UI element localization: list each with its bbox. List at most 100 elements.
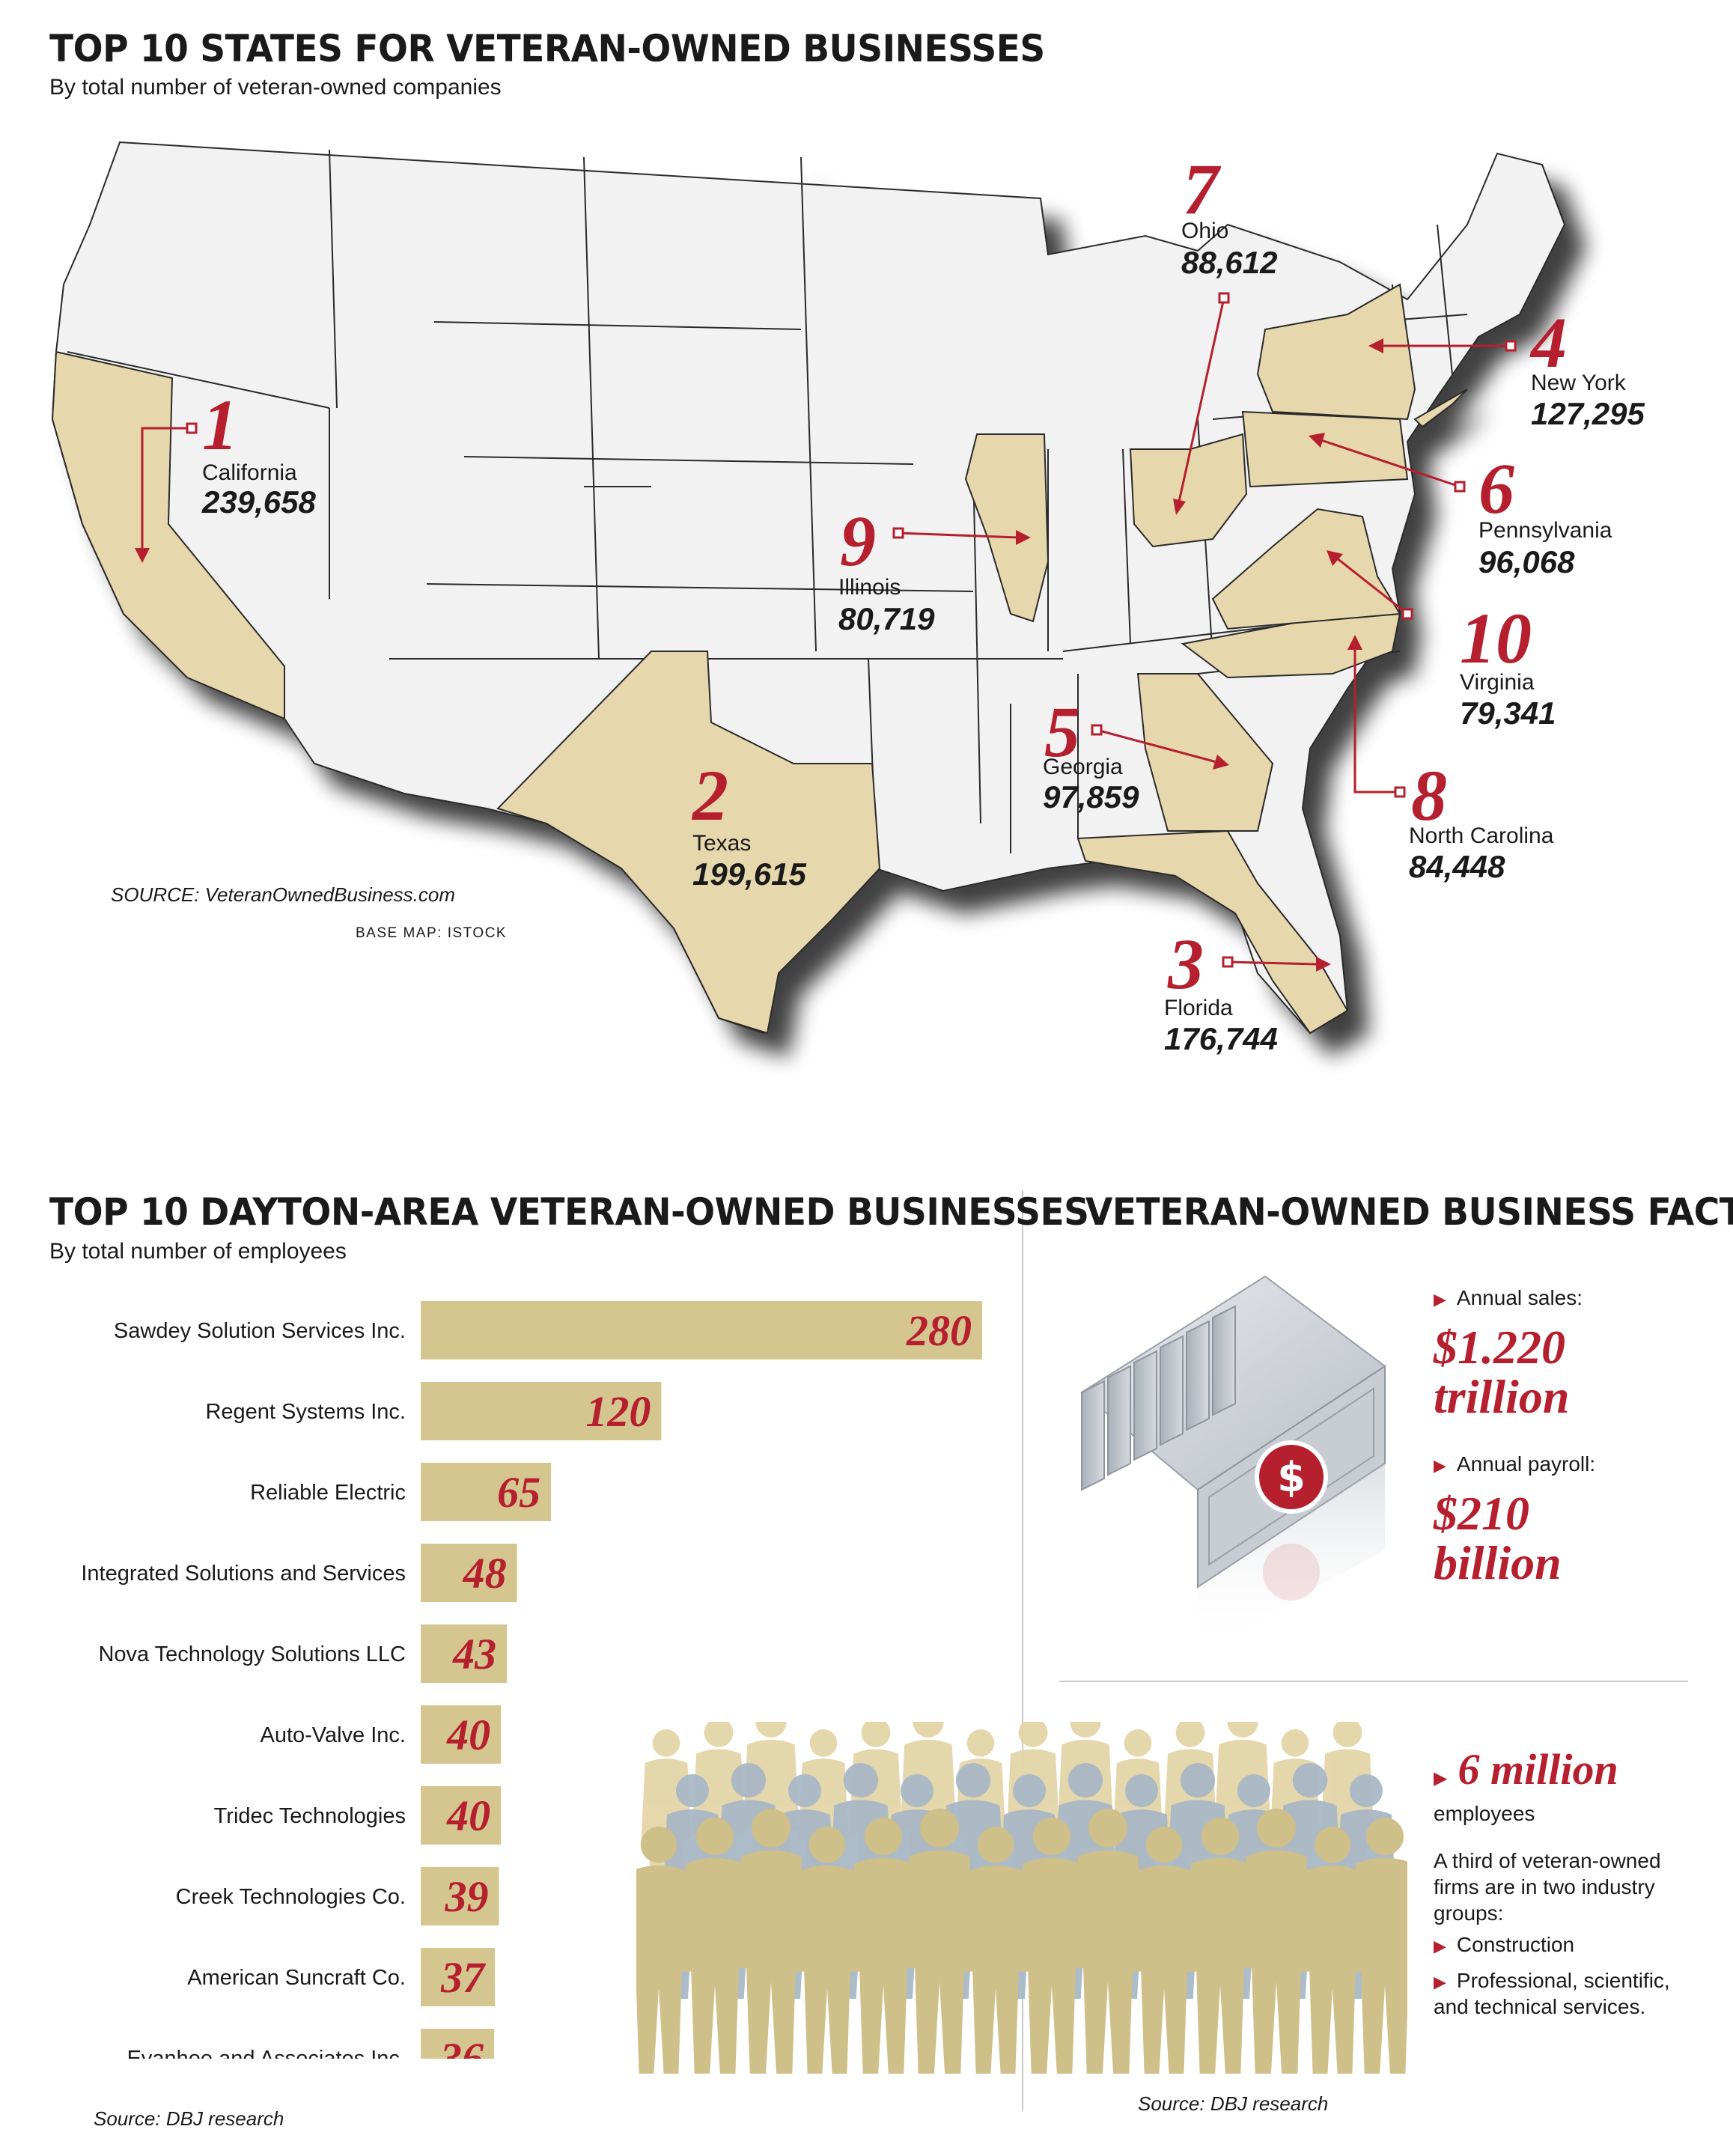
dayton-source: Source: DBJ research	[94, 2107, 284, 2130]
person-silhouette	[794, 1827, 860, 2074]
arrow-heads	[135, 338, 1383, 972]
state-name-ohio: Ohio	[1181, 219, 1229, 243]
facts-source: Source: DBJ research	[1138, 2092, 1329, 2115]
state-name-virginia: Virginia	[1460, 670, 1535, 695]
bullet-triangle-icon: ▶	[1434, 1290, 1446, 1309]
state-name-north-carolina: North Carolina	[1409, 823, 1554, 848]
bar-1	[421, 1382, 662, 1440]
industry-construction: ▶ Construction	[1434, 1933, 1575, 1956]
category-label-0: Sawdey Solution Services Inc.	[114, 1319, 406, 1343]
state-name-california: California	[202, 460, 297, 485]
state-value-new-york: 127,295	[1531, 396, 1645, 431]
annual-sales-value-line1: $1.220	[1434, 1321, 1565, 1374]
person-silhouette	[1186, 1818, 1255, 2074]
employees-value: ▶ 6 million	[1434, 1745, 1618, 1794]
rank-7: 7	[1183, 149, 1219, 229]
bar-8	[421, 1948, 496, 2006]
rank-5: 5	[1044, 692, 1080, 772]
state-name-illinois: Illinois	[838, 575, 901, 600]
state-value-georgia: 97,859	[1043, 779, 1139, 814]
category-label-9: Evanhoe and Associates Inc.	[127, 2047, 406, 2059]
category-label-3: Integrated Solutions and Services	[81, 1562, 406, 1586]
rank-4: 4	[1531, 302, 1567, 383]
data-label-1: 120	[585, 1387, 651, 1436]
category-label-7: Creek Technologies Co.	[176, 1885, 406, 1909]
annual-sales-label: ▶ Annual sales:	[1434, 1286, 1583, 1309]
facts-divider	[1059, 1681, 1688, 1682]
rank-6: 6	[1478, 448, 1514, 529]
dayton-bar-chart: Sawdey Solution Services Inc. 280 Regent S…	[81, 1301, 982, 2059]
data-label-4: 43	[452, 1630, 496, 1678]
rank-1: 1	[202, 385, 238, 465]
person-silhouette	[963, 1827, 1029, 2074]
svg-text:$: $	[1277, 1454, 1306, 1501]
money-stack-icon: $	[1080, 1275, 1386, 1654]
annual-payroll-value-line1: $210	[1434, 1487, 1529, 1540]
rank-3: 3	[1168, 924, 1204, 1004]
person-silhouette	[636, 1827, 692, 2074]
bar-7	[421, 1867, 499, 1925]
person-silhouette	[1350, 1818, 1407, 2074]
data-label-5: 40	[446, 1711, 490, 1759]
bar-0	[421, 1301, 982, 1359]
state-value-pennsylvania: 96,068	[1478, 544, 1575, 579]
facts-title: VETERAN-OWNED BUSINESS FACTS:	[1085, 1190, 1733, 1234]
person-silhouette	[735, 1809, 807, 2074]
person-silhouette	[1072, 1809, 1144, 2074]
industry-intro: A third of veteran-owned firms are in tw…	[1434, 1849, 1661, 1925]
state-value-ohio: 88,612	[1181, 245, 1278, 280]
map-subtitle: By total number of veteran-owned compani…	[49, 75, 502, 100]
state-name-pennsylvania: Pennsylvania	[1478, 518, 1612, 543]
state-value-illinois: 80,719	[838, 601, 935, 636]
bar-5	[421, 1705, 502, 1764]
person-silhouette	[1240, 1809, 1312, 2074]
annual-sales-value-line2: trillion	[1434, 1370, 1570, 1423]
person-silhouette	[680, 1818, 749, 2074]
state-georgia	[1136, 673, 1274, 832]
person-silhouette	[1017, 1818, 1086, 2074]
rank-2: 2	[692, 755, 728, 835]
category-label-6: Tridec Technologies	[214, 1804, 406, 1828]
connector-squares	[186, 292, 1517, 968]
state-texas	[496, 651, 881, 1035]
base-map-credit: BASE MAP: ISTOCK	[356, 925, 508, 941]
category-label-5: Auto-Valve Inc.	[260, 1723, 406, 1747]
data-label-2: 65	[497, 1468, 540, 1517]
dayton-title: TOP 10 DAYTON-AREA VETERAN-OWNED BUSINES…	[49, 1190, 1089, 1234]
data-label-3: 48	[463, 1549, 507, 1598]
state-value-california: 239,658	[202, 484, 316, 520]
bullet-triangle-icon: ▶	[1434, 1456, 1446, 1475]
bullet-triangle-icon: ▶	[1434, 1769, 1448, 1788]
category-label-1: Regent Systems Inc.	[205, 1400, 406, 1424]
state-virginia	[1211, 508, 1401, 630]
data-label-0: 280	[906, 1306, 972, 1355]
state-name-texas: Texas	[692, 831, 752, 856]
data-label-7: 39	[444, 1872, 488, 1921]
rank-10: 10	[1460, 598, 1532, 678]
state-name-new-york: New York	[1531, 371, 1626, 395]
data-label-6: 40	[446, 1791, 490, 1840]
bar-2	[421, 1463, 552, 1521]
state-pennsylvania	[1241, 410, 1409, 488]
state-name-florida: Florida	[1164, 996, 1233, 1020]
state-california	[51, 350, 285, 720]
bullet-triangle-icon: ▶	[1434, 1937, 1446, 1955]
data-label-8: 37	[440, 1953, 486, 2002]
state-ohio	[1129, 433, 1248, 548]
state-value-texas: 199,615	[692, 856, 806, 892]
bar-6	[421, 1786, 502, 1845]
annual-payroll-value-line2: billion	[1434, 1536, 1562, 1589]
us-map	[51, 141, 1566, 1035]
bullet-triangle-icon: ▶	[1434, 1973, 1446, 1991]
rank-9: 9	[840, 501, 876, 581]
data-label-9: 36	[439, 2034, 484, 2059]
state-value-north-carolina: 84,448	[1409, 849, 1505, 884]
state-florida	[1076, 829, 1349, 1035]
highlighted-states	[51, 283, 1416, 1035]
us-map-body	[51, 141, 1566, 1035]
state-value-virginia: 79,341	[1460, 695, 1556, 731]
category-label-4: Nova Technology Solutions LLC	[98, 1642, 406, 1666]
bar-9	[421, 2029, 494, 2059]
map-title: TOP 10 STATES FOR VETERAN-OWNED BUSINESS…	[49, 27, 1045, 70]
bar-3	[421, 1544, 517, 1602]
